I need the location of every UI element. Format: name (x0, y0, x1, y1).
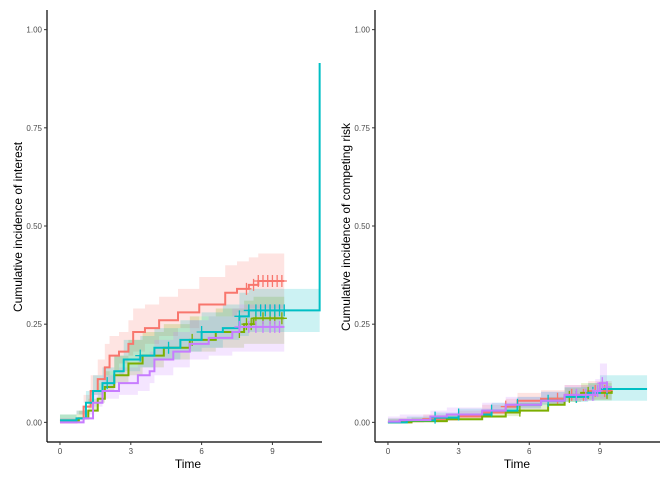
panel-competing-risk: 0.00 0.25 0.50 0.75 1.00 0 3 6 9 (354, 10, 660, 456)
ci-band-0 (59, 253, 285, 423)
ci-band-2 (59, 288, 320, 423)
y-tick-label: 0.50 (354, 222, 370, 231)
censor-mark-2 (430, 411, 441, 424)
censor-mark-2 (102, 377, 113, 390)
censor-mark-0 (276, 274, 287, 287)
ci-band-3 (59, 304, 285, 423)
y-tick-label: 0.00 (354, 418, 370, 427)
x-tick-label: 0 (386, 447, 391, 456)
censor-mark-3 (234, 320, 245, 333)
censor-mark-3 (274, 320, 285, 333)
y-tick-label: 0.25 (354, 320, 370, 329)
censor-mark-3 (602, 381, 613, 394)
ci-band-0 (387, 379, 612, 423)
censor-mark-3 (592, 384, 603, 397)
x-tick-label: 9 (270, 447, 275, 456)
censor-mark-2 (234, 310, 245, 323)
x-axis-title-left: Time (175, 457, 202, 471)
y-tick-label: 0.00 (26, 418, 42, 427)
y-tick-label: 0.75 (26, 124, 42, 133)
x-axis-title-right: Time (504, 457, 531, 471)
censor-mark-0 (552, 392, 563, 405)
censor-mark-0 (241, 282, 252, 295)
y-tick-label: 0.50 (26, 222, 42, 231)
ci-band-1 (387, 381, 612, 423)
censor-mark-1 (246, 318, 257, 331)
x-tick-label: 9 (598, 447, 603, 456)
x-tick-label: 0 (58, 447, 63, 456)
x-tick-label: 6 (527, 447, 532, 456)
x-tick-label: 6 (199, 447, 204, 456)
y-axis-title-right: Cumulative incidence of competing risk (339, 122, 353, 331)
x-tick-label: 3 (456, 447, 461, 456)
y-axis-title-left: Cumulative incidence of interest (11, 141, 25, 312)
censor-mark-2 (279, 304, 290, 317)
series-line-3 (59, 325, 285, 424)
x-tick-label: 3 (129, 447, 134, 456)
censor-mark-2 (196, 326, 207, 339)
censor-mark-2 (135, 349, 146, 362)
censor-mark-2 (163, 341, 174, 354)
y-tick-label: 0.25 (26, 320, 42, 329)
y-tick-label: 1.00 (354, 26, 370, 35)
censor-mark-3 (571, 388, 582, 401)
censor-mark-1 (276, 312, 287, 325)
y-tick-label: 0.75 (354, 124, 370, 133)
y-tick-label: 1.00 (26, 26, 42, 35)
panel-interest: 0.00 0.25 0.50 0.75 1.00 0 3 6 9 (26, 10, 322, 456)
series-line-0 (59, 279, 285, 424)
